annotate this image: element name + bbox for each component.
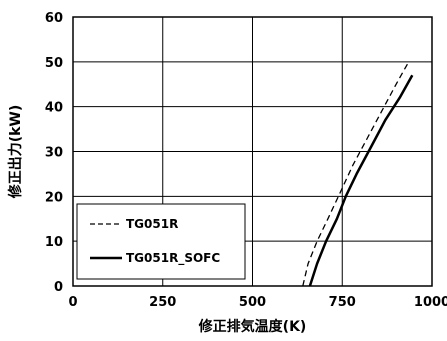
- legend: TG051R TG051R_SOFC: [76, 203, 246, 280]
- y-tick-label-5: 50: [45, 56, 63, 71]
- x-tick-label-0: 0: [68, 295, 77, 310]
- y-tick-label-1: 10: [45, 235, 63, 250]
- legend-label-tg051r: TG051R: [126, 217, 178, 231]
- plot-frame: [72, 16, 433, 287]
- y-axis-title: 修正出力(kW): [7, 105, 24, 200]
- series-line-tg051r: [302, 61, 410, 287]
- series-lines: [302, 61, 414, 287]
- x-tick-label-3: 750: [329, 295, 356, 310]
- legend-label-tg051r-sofc: TG051R_SOFC: [126, 251, 220, 266]
- y-tick-label-0: 0: [54, 280, 63, 295]
- tick-labels: 0 250 500 750 1000 0 10 20 30 40 50 60: [45, 11, 447, 310]
- y-tick-label-2: 20: [45, 190, 63, 205]
- y-tick-label-4: 40: [45, 101, 63, 116]
- x-tick-label-2: 500: [239, 295, 266, 310]
- y-tick-label-6: 60: [45, 11, 63, 26]
- x-tick-label-4: 1000: [414, 295, 447, 310]
- legend-box: [76, 203, 246, 280]
- series-line-tg051r-sofc: [308, 74, 414, 287]
- y-tick-label-3: 30: [45, 146, 63, 161]
- x-tick-label-1: 250: [149, 295, 176, 310]
- x-axis-title: 修正排気温度(K): [198, 318, 307, 335]
